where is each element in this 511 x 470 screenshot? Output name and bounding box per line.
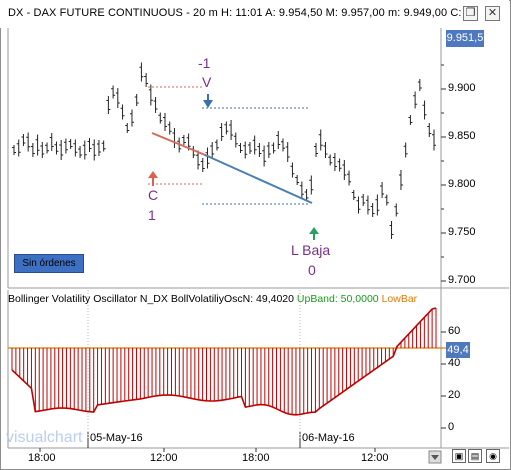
oscillator-header[interactable]: Bollinger Volatility Oscillator N_DX Bol…	[8, 293, 417, 305]
date-label-05-may: 05-May-16	[90, 432, 143, 444]
price-label-9750: 9.750	[448, 226, 476, 238]
save-icon[interactable]: ▣	[452, 449, 466, 463]
oscillator-lowband: LowBar	[381, 293, 418, 305]
time-label-1200-b: 12:00	[361, 452, 389, 464]
sell-arrow-icon	[203, 94, 213, 108]
buy-qty-label: 1	[148, 207, 156, 223]
date-label-06-may: 06-May-16	[302, 432, 355, 444]
price-label-9850: 9.850	[448, 130, 476, 142]
price-label-9700: 9.700	[448, 274, 476, 286]
oscillator-line	[11, 307, 437, 416]
restore-icon[interactable]: ❐	[463, 6, 478, 21]
scroll-down-icon[interactable]	[431, 455, 439, 460]
current-price-box: 9.951,5	[446, 30, 484, 47]
time-label-1200-a: 12:00	[150, 452, 178, 464]
price-label-9900: 9.900	[448, 82, 476, 94]
order-status-button[interactable]: Sin órdenes	[14, 254, 84, 273]
camera-icon[interactable]: ◉	[486, 449, 500, 463]
close-icon[interactable]: ✕	[485, 6, 500, 21]
time-label-1800-b: 18:00	[242, 452, 270, 464]
layout-icon[interactable]: ▤	[468, 449, 482, 463]
oscillator-bars	[11, 308, 437, 415]
price-axis-ticks	[441, 64, 446, 429]
price-label-9800: 9.800	[448, 178, 476, 190]
osc-label-20: 20	[448, 389, 461, 401]
trend-line-segment-2[interactable]	[204, 154, 313, 204]
exit-arrow-icon	[309, 227, 319, 240]
osc-current-value-box: 49,4	[446, 342, 470, 358]
exit-label: L Baja	[291, 242, 331, 258]
price-bars	[12, 62, 436, 239]
exit-qty-label: 0	[308, 262, 316, 278]
sell-qty-label: -1	[198, 55, 211, 71]
buy-arrow-icon	[148, 171, 158, 186]
window-title: DX - DAX FUTURE CONTINUOUS - 20 m H: 11:…	[8, 7, 471, 19]
oscillator-value: BollVolatiliyOscN: 49,4020	[170, 293, 294, 305]
oscillator-name: Bollinger Volatility Oscillator N_DX	[8, 293, 168, 305]
time-label-1800-a: 18:00	[28, 452, 56, 464]
sell-label: V	[202, 74, 212, 90]
buy-label: C	[148, 187, 159, 203]
window-titlebar[interactable]: DX - DAX FUTURE CONTINUOUS - 20 m H: 11:…	[0, 0, 509, 28]
visualchart-watermark: visualchart	[6, 429, 83, 446]
oscillator-upband: UpBand: 50,0000	[296, 293, 379, 305]
osc-label-0: 0	[448, 421, 455, 433]
osc-label-60: 60	[448, 325, 461, 337]
osc-label-40: 40	[448, 357, 461, 369]
trend-line-segment-1[interactable]	[151, 132, 211, 158]
